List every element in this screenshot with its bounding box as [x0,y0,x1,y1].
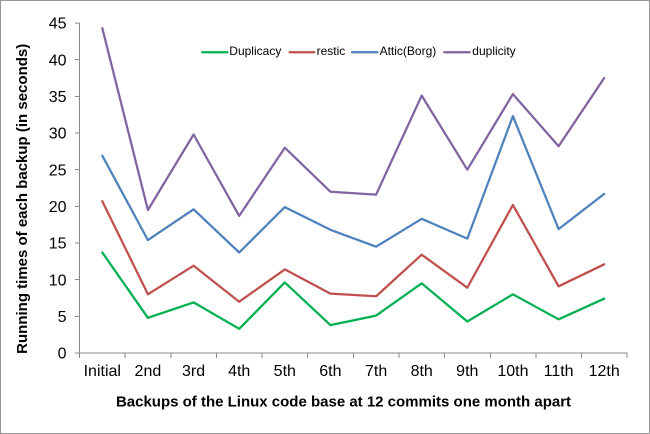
svg-text:5th: 5th [274,363,296,380]
svg-text:40: 40 [49,52,67,69]
svg-text:6th: 6th [319,363,341,380]
svg-text:11th: 11th [544,363,574,380]
svg-text:5: 5 [58,309,67,326]
svg-text:30: 30 [49,126,67,143]
svg-text:2nd: 2nd [135,363,162,380]
svg-text:Running times of each backup: Running times of each backup (in seconds… [14,44,31,354]
svg-text:8th: 8th [411,363,433,380]
svg-text:12th: 12th [589,363,620,380]
svg-text:Duplicacy: Duplicacy [229,44,281,58]
svg-text:15: 15 [49,236,67,253]
svg-text:9th: 9th [456,363,478,380]
svg-text:Attic(Borg): Attic(Borg) [380,44,437,58]
svg-text:restic: restic [317,44,346,58]
svg-text:35: 35 [49,89,67,106]
svg-text:10: 10 [49,272,67,289]
svg-text:duplicity: duplicity [472,44,515,58]
svg-text:4th: 4th [228,363,250,380]
svg-text:20: 20 [49,199,67,216]
svg-text:7th: 7th [365,363,387,380]
svg-text:3rd: 3rd [182,363,205,380]
svg-text:Initial: Initial [84,363,121,380]
svg-text:0: 0 [58,346,67,363]
svg-text:45: 45 [49,16,67,33]
svg-text:25: 25 [49,162,67,179]
svg-text:Backups of the Linux code base: Backups of the Linux code base at 12 com… [116,394,571,411]
svg-text:10th: 10th [497,363,528,380]
